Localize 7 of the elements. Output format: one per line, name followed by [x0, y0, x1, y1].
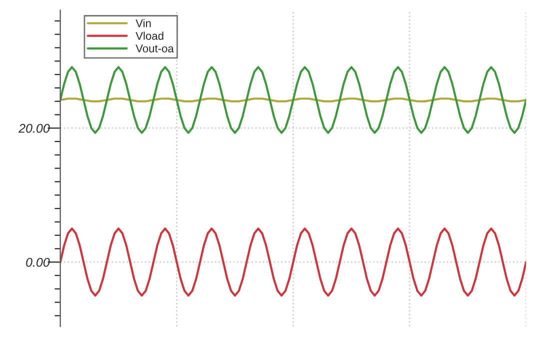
legend-label: Vin — [136, 19, 151, 28]
line-series — [60, 228, 526, 297]
legend-label: Vload — [136, 32, 164, 40]
y-tick-label: 0.00 — [26, 258, 50, 267]
y-tick-label: 20.00 — [18, 124, 50, 133]
line-series — [60, 66, 526, 134]
legend-label: Vout-oa — [136, 44, 174, 52]
